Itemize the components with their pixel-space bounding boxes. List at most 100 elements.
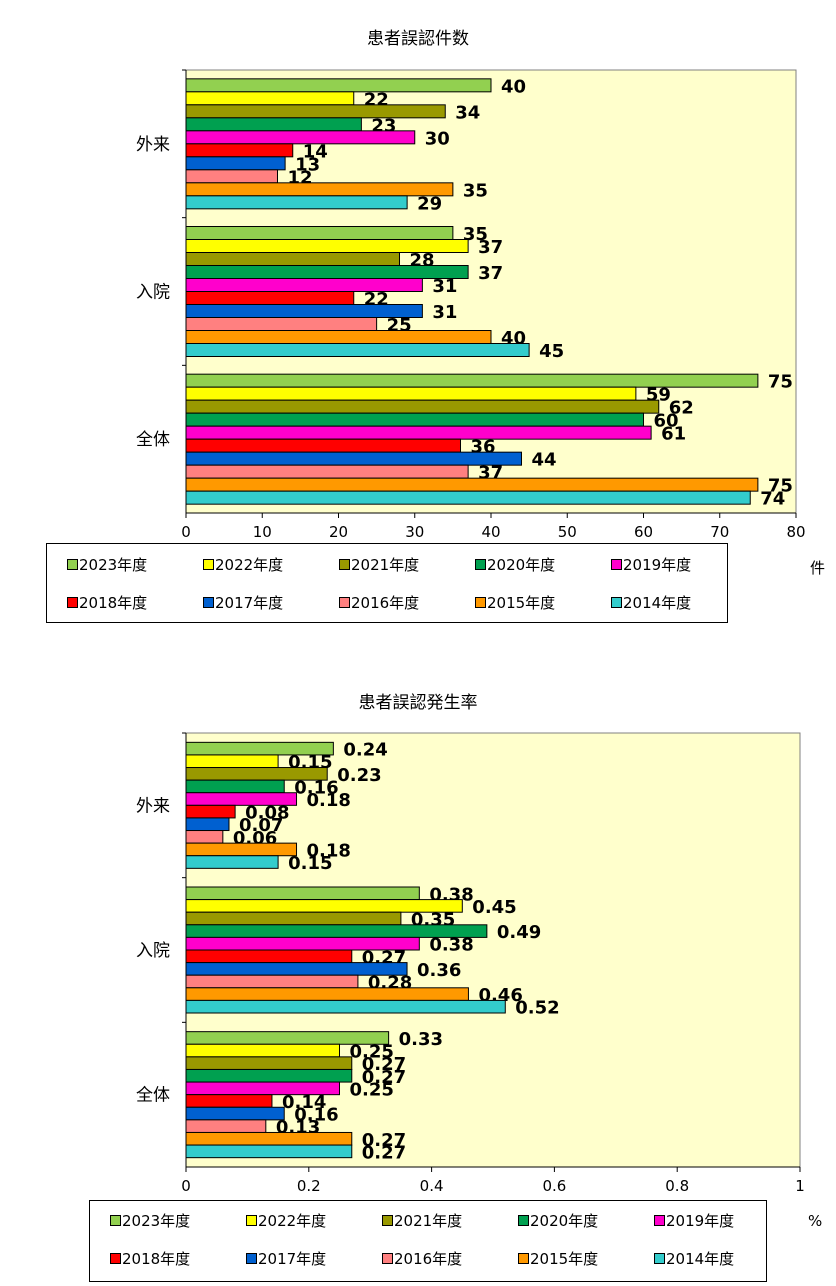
legend-swatch [382,1215,393,1226]
legend-swatch [339,559,350,570]
legend-item: 2022年度 [203,554,283,575]
bar [185,252,400,266]
legend: 2023年度 2022年度 2021年度 2020年度 2019年度 2018年度 2017… [46,543,728,623]
legend-item: 2016年度 [339,592,419,613]
bar [185,987,469,1001]
legend-label: 2014年度 [666,1250,735,1268]
bar [185,226,454,240]
data-label: 30 [425,128,450,149]
legend-label: 2016年度 [351,594,420,612]
bar [185,143,294,158]
bar [185,886,420,901]
data-label: 0.27 [362,1067,406,1088]
chart-title: 患者誤認件数 [367,29,469,49]
bar [185,1043,340,1058]
legend-label: 2018年度 [122,1250,191,1268]
data-label: 0.38 [429,935,473,956]
bar-chart-svg: 外来40223423301413123529入院3537283731223125… [136,69,806,541]
bar [185,1119,267,1133]
legend-item: 2018年度 [110,1248,190,1269]
legend-swatch [203,597,214,608]
data-label: 0.07 [239,815,283,836]
data-label: 0.25 [350,1042,394,1063]
data-label: 0.52 [515,998,559,1019]
data-label: 0.14 [282,1092,326,1113]
bar [185,399,660,414]
bar [185,91,355,106]
category-label: 外来 [136,135,170,155]
data-label: 0.18 [307,840,351,861]
legend-item: 2023年度 [67,554,147,575]
x-tick-label: 1 [795,1177,805,1195]
data-label: 0.33 [399,1029,443,1050]
category-label: 全体 [136,430,170,450]
legend-swatch [611,559,622,570]
legend-swatch [67,597,78,608]
bar [185,117,362,132]
data-label: 61 [661,424,686,445]
bar [185,373,759,388]
x-tick-label: 0.6 [542,1177,566,1195]
bar [185,842,298,857]
data-label: 29 [417,193,442,214]
data-label: 0.25 [350,1079,394,1100]
legend-label: 2015年度 [487,594,556,612]
legend-item: 2020年度 [518,1210,598,1231]
data-label: 0.49 [497,922,541,943]
legend-swatch [110,1215,121,1226]
legend-swatch [654,1215,665,1226]
category-label: 全体 [136,1086,170,1106]
legend-item: 2021年度 [382,1210,462,1231]
data-label: 34 [455,102,480,123]
data-label: 0.27 [362,1130,406,1151]
legend-item: 2018年度 [67,592,147,613]
data-label: 75 [768,372,793,393]
legend-item: 2020年度 [475,554,555,575]
x-tick-label: 0 [181,523,191,541]
data-label: 75 [768,476,793,497]
data-label: 0.27 [362,1142,406,1163]
bar [185,317,378,331]
bar [185,156,286,171]
legend-label: 2019年度 [623,556,692,574]
bar [185,104,446,119]
x-tick-label: 0.2 [297,1177,321,1195]
x-tick-label: 0.8 [665,1177,689,1195]
bar [185,1106,285,1121]
bar [185,855,279,869]
data-label: 0.24 [343,740,387,761]
legend-swatch [518,1215,529,1226]
bar [185,754,279,769]
chart-title: 患者誤認発生率 [358,693,478,713]
x-axis-unit: % [808,1212,823,1230]
legend-item: 2015年度 [475,592,555,613]
data-label: 0.27 [362,1054,406,1075]
bar [185,78,492,93]
data-label: 0.15 [288,853,332,874]
x-tick-label: 10 [253,523,272,541]
bar [185,999,506,1014]
legend-item: 2014年度 [654,1248,734,1269]
category-label: 外来 [136,796,170,816]
x-tick-label: 30 [405,523,424,541]
legend-label: 2018年度 [79,594,148,612]
bar-chart-svg: 外来0.240.150.230.160.180.080.070.060.180.… [136,732,805,1195]
chart-count: 患者誤認件数 外来 40 22 34 23 30 14 13 12 35 29 入院 35 37 28 37 3… [0,0,836,640]
bar [185,130,416,145]
data-label: 0.45 [472,897,516,918]
bar [185,464,469,479]
bar [185,477,759,492]
data-label: 37 [478,263,503,284]
data-label: 60 [654,411,679,432]
legend-item: 2014年度 [611,592,691,613]
legend-swatch [475,597,486,608]
bar [185,386,637,401]
bar [185,1144,353,1159]
data-label: 40 [501,76,526,97]
data-label: 45 [539,341,564,362]
bar [185,412,644,427]
legend-item: 2022年度 [246,1210,326,1231]
data-label: 13 [295,154,320,175]
legend-label: 2022年度 [258,1212,327,1230]
data-label: 0.08 [245,803,289,824]
